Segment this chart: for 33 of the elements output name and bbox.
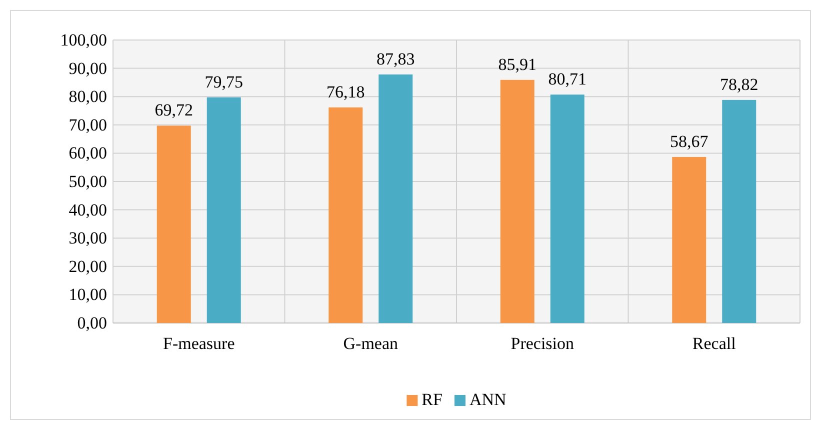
bar <box>500 80 534 323</box>
data-label: 78,82 <box>720 74 758 94</box>
x-tick-label: G-mean <box>343 334 398 354</box>
y-tick-label: 0,00 <box>77 313 107 332</box>
y-tick-label: 50,00 <box>68 172 107 191</box>
x-tick-label: Recall <box>692 334 736 354</box>
y-tick-label: 70,00 <box>68 115 107 134</box>
y-tick-label: 80,00 <box>68 87 107 106</box>
bar <box>550 94 584 323</box>
data-label: 58,67 <box>670 132 709 151</box>
x-tick-label: Precision <box>510 334 575 354</box>
data-label: 76,18 <box>326 82 365 102</box>
legend-label: ANN <box>469 390 506 409</box>
y-tick-label: 40,00 <box>68 200 107 220</box>
y-tick-label: 30,00 <box>68 228 107 248</box>
data-label: 80,71 <box>548 70 586 89</box>
bar <box>206 97 241 323</box>
data-label: 85,91 <box>498 54 536 74</box>
y-tick-label: 100,00 <box>60 30 107 50</box>
data-label: 69,72 <box>154 100 193 120</box>
bar <box>156 126 191 323</box>
x-tick-label: F-measure <box>162 334 235 354</box>
y-tick-label: 90,00 <box>68 58 107 78</box>
data-label: 87,83 <box>376 49 415 68</box>
bar <box>328 107 363 323</box>
y-tick-label: 20,00 <box>68 256 107 276</box>
bar <box>378 74 413 323</box>
legend-label: RF <box>422 390 442 409</box>
y-tick-label: 10,00 <box>68 285 107 304</box>
data-label: 79,75 <box>204 72 243 92</box>
bar <box>672 156 706 323</box>
y-tick-label: 60,00 <box>68 144 107 163</box>
bar <box>722 100 756 323</box>
